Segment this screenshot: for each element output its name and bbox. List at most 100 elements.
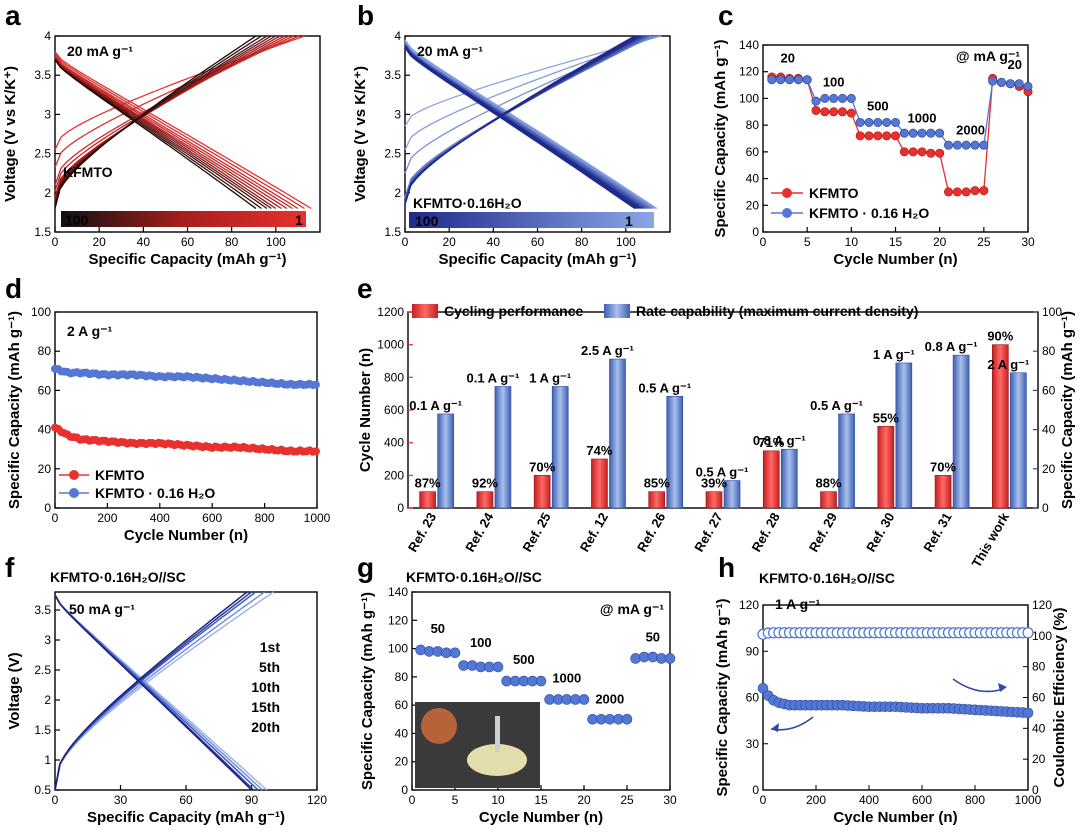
x-tick-label: 60 bbox=[531, 235, 545, 249]
discharge-curve bbox=[54, 57, 277, 210]
x-tick-label: 0 bbox=[52, 793, 59, 807]
y-axis-title: Voltage (V vs K/K⁺) bbox=[2, 66, 19, 202]
x-tick-label: 60 bbox=[179, 793, 193, 807]
x-tick-label: 80 bbox=[225, 235, 239, 249]
x-tick-label: 600 bbox=[202, 511, 222, 525]
data-point bbox=[784, 75, 794, 85]
x-tick-label: 0 bbox=[52, 235, 59, 249]
x-tick-label: 5 bbox=[804, 235, 811, 249]
legend-label: 1st bbox=[260, 639, 281, 655]
bar-label-rate: 0.5 A g⁻¹ bbox=[696, 465, 749, 480]
y-tick-label: 3 bbox=[394, 107, 401, 121]
data-point bbox=[882, 131, 892, 141]
y-tick-label-right: 40 bbox=[1042, 423, 1056, 437]
rate-label: 100 bbox=[470, 635, 492, 650]
colorbar-a bbox=[61, 211, 306, 227]
y-tick-label-right: 60 bbox=[1032, 691, 1046, 705]
y-tick-label-right: 0 bbox=[1042, 501, 1049, 515]
panel-letter-e: e bbox=[357, 273, 373, 304]
data-point bbox=[802, 75, 812, 85]
bar-cycling bbox=[591, 458, 608, 509]
y-tick-label: 60 bbox=[395, 698, 409, 712]
y-tick-label: 3.5 bbox=[384, 68, 401, 82]
y-tick-label-right: 20 bbox=[1032, 752, 1046, 766]
data-point bbox=[811, 105, 821, 115]
y-tick-label-right: 80 bbox=[1042, 344, 1056, 358]
legend-label: 5th bbox=[259, 659, 280, 675]
charge-curve bbox=[54, 35, 257, 209]
glow-light-icon bbox=[467, 744, 527, 776]
legend-marker bbox=[69, 488, 79, 498]
y-axis-title-left: Specific Capacity (mAh g⁻¹) bbox=[714, 599, 731, 797]
x-tick-label: 20 bbox=[92, 235, 106, 249]
y-tick-label-right: 40 bbox=[1032, 721, 1046, 735]
data-point bbox=[935, 128, 945, 138]
y-tick-label: 2 bbox=[44, 186, 51, 200]
legend-label: 20th bbox=[251, 719, 280, 735]
y-tick-label: 2 bbox=[394, 186, 401, 200]
data-point bbox=[820, 93, 830, 103]
discharge-curve bbox=[404, 39, 658, 210]
panel-g-title: KFMTO·0.16H₂O//SC bbox=[406, 569, 542, 585]
panel-b: b 0 20 40 60 80 100 1.5 2 2.5 3 3.5 4 Specific Capaci… bbox=[352, 0, 671, 268]
rate-label: 2000 bbox=[956, 122, 985, 137]
panel-a-legend-label: KFMTO bbox=[63, 164, 113, 180]
inset-photo bbox=[415, 702, 540, 788]
data-point bbox=[311, 380, 320, 389]
x-tick-label: 120 bbox=[307, 793, 327, 807]
panel-a-title: 20 mA g⁻¹ bbox=[67, 43, 133, 59]
data-point bbox=[829, 93, 839, 103]
bar-rate bbox=[895, 362, 913, 509]
x-tick-label: 40 bbox=[137, 235, 151, 249]
x-tick-label: 0 bbox=[52, 511, 59, 525]
y-tick-label: 4 bbox=[44, 29, 51, 43]
legend-label: KFMTO · 0.16 H₂O bbox=[95, 485, 215, 501]
y-tick-label: 0 bbox=[44, 501, 51, 515]
x-tick-label: 800 bbox=[255, 511, 275, 525]
y-tick-label: 100 bbox=[739, 91, 759, 105]
y-tick-label: 80 bbox=[746, 118, 760, 132]
x-tick-label: 200 bbox=[806, 793, 826, 807]
panel-letter-a: a bbox=[5, 0, 21, 31]
rate-label: 500 bbox=[513, 652, 535, 667]
charge-curve bbox=[404, 35, 636, 205]
data-point bbox=[1005, 79, 1015, 89]
y-tick-label: 2.5 bbox=[34, 147, 51, 161]
y-tick-label: 0.5 bbox=[34, 783, 51, 797]
x-tick-label: 0 bbox=[760, 235, 767, 249]
x-tick-label: 80 bbox=[575, 235, 589, 249]
y-axis-title: Voltage (V) bbox=[6, 652, 23, 729]
panel-h-subtitle: 1 A g⁻¹ bbox=[775, 596, 821, 612]
data-point bbox=[767, 75, 777, 85]
discharge-curve bbox=[54, 53, 305, 210]
data-point bbox=[811, 96, 821, 106]
y-tick-label-right: 60 bbox=[1042, 383, 1056, 397]
category-label: Ref. 28 bbox=[749, 510, 783, 554]
bar-cycling bbox=[762, 450, 780, 509]
rate-label: 500 bbox=[867, 98, 889, 113]
planet-icon bbox=[421, 708, 457, 744]
data-point bbox=[917, 128, 927, 138]
charge-curve bbox=[54, 591, 248, 791]
data-point bbox=[943, 140, 953, 150]
x-tick-label: 25 bbox=[977, 235, 991, 249]
y-axis-title-right: Specific Capacity (mAh g⁻¹) bbox=[1059, 311, 1076, 509]
x-tick-label: 0 bbox=[402, 235, 409, 249]
y-tick-label: 80 bbox=[395, 670, 409, 684]
series-line bbox=[771, 76, 1029, 193]
category-label: Ref. 27 bbox=[691, 510, 725, 554]
y-tick-label: 3 bbox=[44, 633, 51, 647]
data-point bbox=[926, 128, 936, 138]
y-tick-label-left: 0 bbox=[397, 501, 404, 515]
data-point bbox=[776, 75, 786, 85]
rate-label: 2000 bbox=[595, 692, 624, 707]
arrow-right-icon bbox=[952, 678, 1004, 693]
data-point bbox=[837, 93, 847, 103]
legend-label: Rate capability (maximum current density… bbox=[636, 303, 918, 319]
x-axis-title: Specific Capacity (mAh g⁻¹) bbox=[87, 809, 285, 826]
capacity-point bbox=[757, 682, 769, 694]
x-tick-label: 1000 bbox=[304, 511, 331, 525]
data-point bbox=[846, 93, 856, 103]
discharge-curve bbox=[54, 55, 299, 210]
